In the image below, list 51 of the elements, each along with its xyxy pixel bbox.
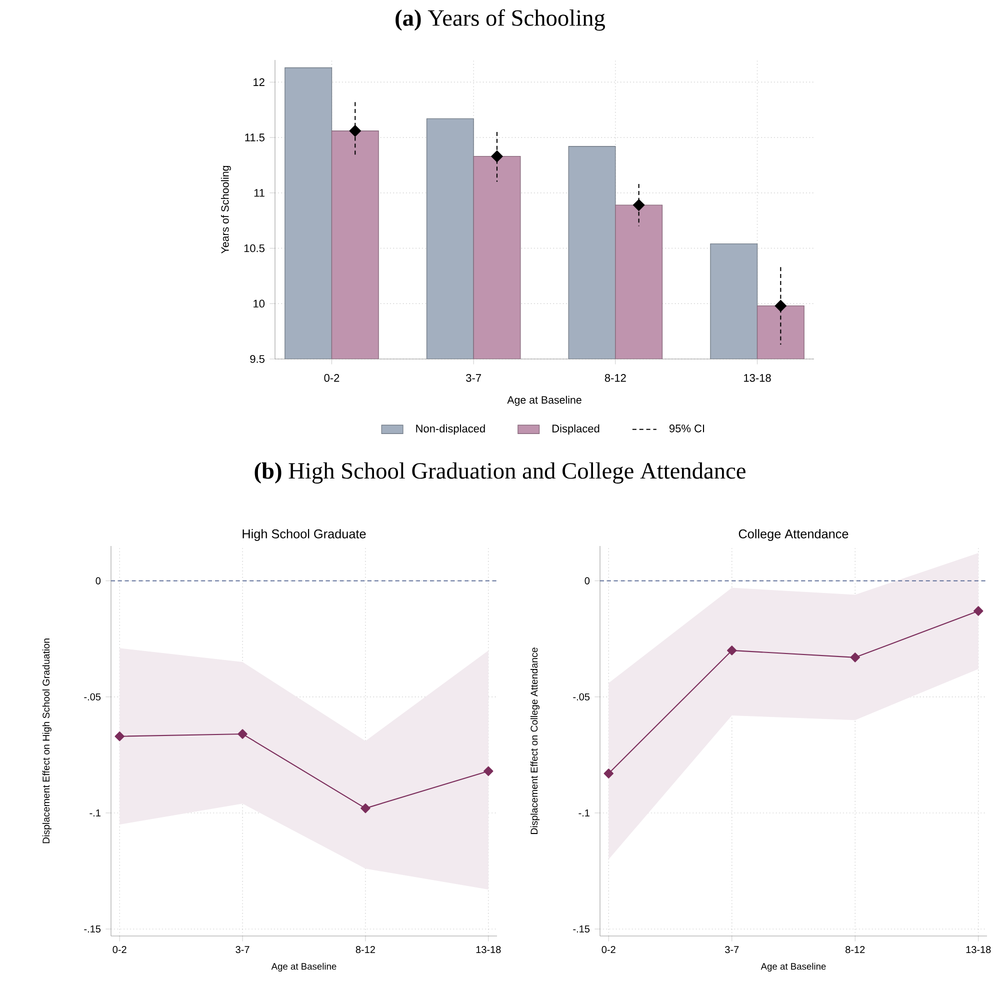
y-axis-title: Displacement Effect on College Attendance	[530, 648, 540, 834]
legend-label: Displaced	[552, 424, 600, 435]
chart-title: (a) Years of Schooling	[396, 9, 605, 31]
x-tick-label: 8-12	[356, 946, 375, 954]
x-tick-label: 13-18	[966, 946, 991, 954]
y-tick-label: -.05	[84, 693, 101, 700]
point	[491, 150, 503, 162]
chart-subtitle: College Attendance	[738, 529, 848, 541]
point	[604, 768, 614, 778]
y-tick-label: 0	[96, 577, 101, 584]
point	[974, 606, 984, 616]
point	[850, 652, 860, 662]
x-axis-title: Age at Baseline	[760, 962, 826, 972]
x-tick-label: 0-2	[602, 946, 616, 954]
y-tick-label: 9.5	[250, 355, 264, 363]
y-tick-label: -.1	[90, 810, 100, 816]
chart-subtitle: High School Graduate	[242, 529, 366, 541]
chart-title: (b) High School Graduation and College Attendance	[254, 462, 746, 484]
y-tick-label: -.15	[573, 926, 590, 933]
y-tick-label: -.05	[573, 693, 590, 700]
x-axis-title: Age at Baseline	[507, 396, 582, 406]
y-tick-label: -.15	[84, 926, 101, 933]
x-tick-label: 13-18	[476, 946, 501, 954]
y-tick-label: 12	[254, 78, 264, 86]
point	[727, 646, 737, 656]
point	[114, 731, 124, 742]
y-axis-title: Displacement Effect on High School Graduation	[42, 638, 52, 844]
legend-label: Non-displaced	[416, 424, 485, 435]
x-tick-label: 8-12	[846, 946, 865, 954]
x-tick-label: 3-7	[236, 946, 250, 954]
x-tick-label: 0-2	[324, 374, 340, 382]
point	[774, 300, 787, 312]
point	[349, 124, 362, 137]
x-tick-label: 0-2	[112, 946, 126, 954]
y-tick-label: -.1	[578, 810, 590, 816]
x-tick-label: 3-7	[725, 946, 739, 954]
y-tick-label: 10	[254, 300, 265, 308]
x-axis-title: Age at Baseline	[271, 962, 336, 972]
x-tick-label: 3-7	[466, 374, 481, 382]
y-tick-label: 10.5	[244, 244, 264, 252]
x-tick-label: 8-12	[604, 374, 626, 382]
point	[360, 803, 370, 814]
point	[484, 766, 494, 776]
point	[238, 729, 248, 739]
x-tick-label: 13-18	[744, 374, 771, 382]
y-tick-label: 0	[584, 577, 590, 584]
legend-label: 95% CI	[669, 424, 704, 432]
y-tick-label: 11.5	[245, 134, 264, 142]
y-tick-label: 11	[254, 189, 264, 197]
point	[632, 199, 645, 211]
y-axis-title: Years of Schooling	[220, 166, 231, 254]
